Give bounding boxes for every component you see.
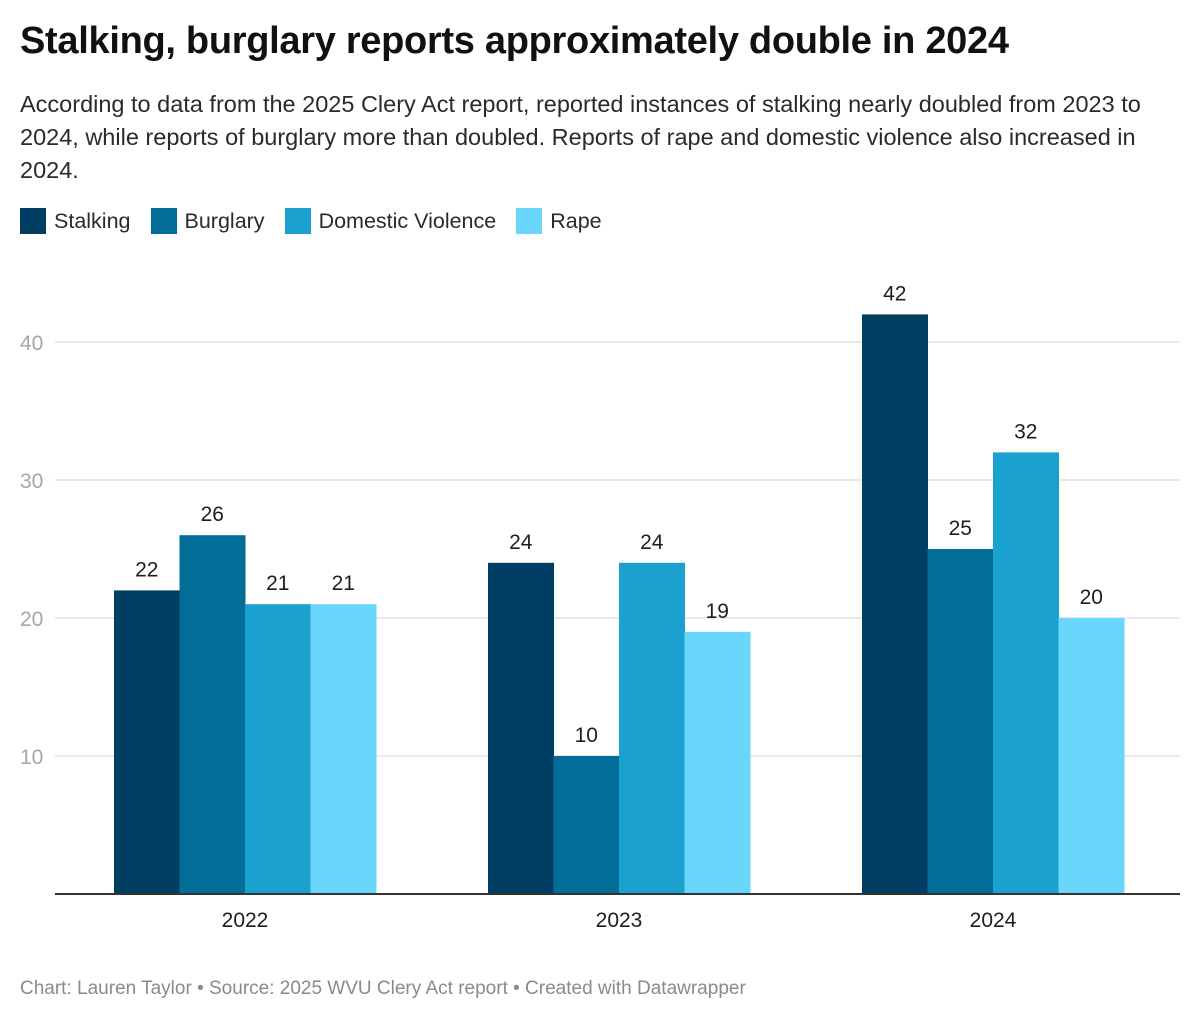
data-label: 25: [949, 517, 972, 540]
legend-label: Domestic Violence: [318, 208, 497, 233]
legend-swatch-domestic-violence: [284, 208, 311, 234]
x-tick-label: 2024: [970, 909, 1017, 932]
y-tick-label: 40: [20, 332, 43, 355]
legend-item-domestic-violence: Domestic Violence: [284, 208, 497, 234]
legend-swatch-rape: [516, 208, 543, 234]
data-label: 10: [575, 724, 598, 747]
bar-domestic-violence-2022: [245, 604, 311, 894]
bar-rape-2024: [1058, 618, 1125, 894]
legend-label: Rape: [550, 208, 602, 233]
bar-domestic-violence-2024: [993, 452, 1059, 894]
bar-burglary-2022: [179, 535, 246, 894]
data-label: 24: [509, 531, 533, 554]
bar-chart: 10 20 30 40 22 26 21 21 2022 24 10 24 19 2023 42 25 32 20…: [20, 282, 1180, 932]
bar-domestic-violence-2023: [619, 562, 685, 894]
legend-item-burglary: Burglary: [150, 208, 265, 234]
data-label: 22: [135, 558, 158, 581]
legend-label: Stalking: [54, 208, 131, 233]
bar-stalking-2023: [488, 562, 554, 894]
chart-footer: Chart: Lauren Taylor • Source: 2025 WVU …: [20, 978, 746, 999]
data-label: 21: [332, 572, 355, 595]
chart-title: Stalking, burglary reports approximately…: [20, 20, 1009, 62]
legend: Stalking Burglary Domestic Violence Rape: [20, 208, 622, 234]
data-label: 20: [1080, 586, 1103, 609]
legend-swatch-burglary: [150, 208, 177, 234]
x-tick-label: 2023: [596, 909, 643, 932]
data-label: 19: [706, 600, 729, 623]
data-label: 24: [640, 531, 664, 554]
bar-burglary-2023: [553, 756, 620, 894]
bar-stalking-2022: [114, 590, 180, 894]
bar-burglary-2024: [927, 549, 994, 894]
data-label: 42: [883, 282, 906, 305]
legend-item-stalking: Stalking: [20, 208, 131, 234]
data-label: 32: [1014, 420, 1037, 443]
bar-rape-2022: [310, 604, 377, 894]
data-label: 21: [266, 572, 289, 595]
data-label: 26: [201, 503, 224, 526]
x-tick-label: 2022: [222, 909, 269, 932]
bar-rape-2023: [684, 631, 751, 894]
bar-stalking-2024: [862, 314, 928, 894]
legend-label: Burglary: [184, 208, 265, 233]
legend-swatch-stalking: [20, 208, 46, 234]
chart-subtitle: According to data from the 2025 Clery Ac…: [20, 91, 1141, 183]
y-tick-label: 20: [20, 608, 43, 631]
legend-item-rape: Rape: [516, 208, 602, 234]
y-tick-label: 10: [20, 746, 43, 769]
y-tick-label: 30: [20, 470, 43, 493]
